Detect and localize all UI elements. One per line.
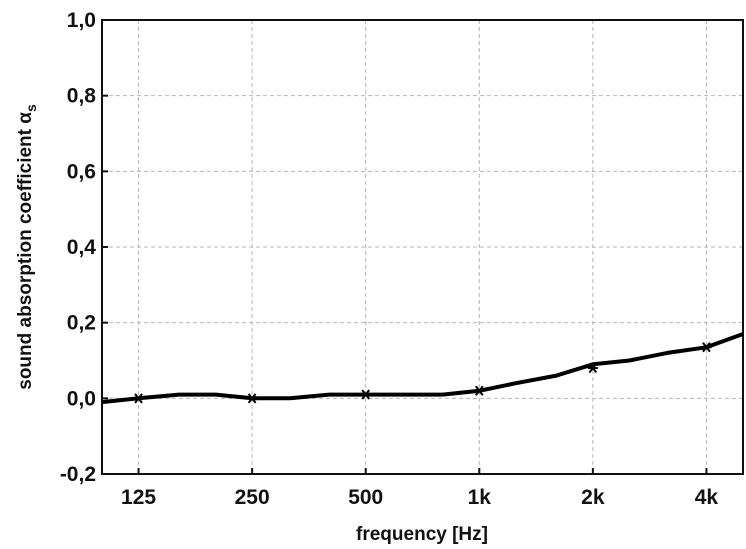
- series-line: [101, 332, 744, 405]
- series-layer: [101, 332, 744, 405]
- data-point-marker: [360, 389, 371, 400]
- data-point-marker: [587, 362, 598, 374]
- x-axis-ticks: 125 250 500 1k 2k 4k: [121, 468, 718, 509]
- x-axis-title: frequency [Hz]: [356, 524, 488, 545]
- y-tick-label: -0,2: [60, 463, 96, 486]
- x-tick-label: 250: [235, 486, 270, 509]
- y-axis-ticks: -0,2 0,0 0,2 0,4 0,6 0,8 1,0: [60, 9, 108, 486]
- grid: [102, 20, 743, 474]
- y-axis-title-subscript: s: [23, 104, 39, 112]
- x-tick-label: 500: [348, 486, 383, 509]
- y-tick-label: 0,4: [67, 236, 97, 259]
- y-axis-title: sound absorption coefficient αs: [15, 104, 39, 390]
- y-tick-label: 0,6: [67, 160, 96, 183]
- x-tick-label: 4k: [695, 486, 719, 509]
- x-tick-label: 1k: [468, 486, 492, 509]
- data-point-marker: [474, 385, 485, 396]
- x-tick-label: 2k: [581, 486, 605, 509]
- y-tick-label: 0,2: [67, 312, 96, 335]
- x-tick-label: 125: [121, 486, 156, 509]
- plot-frame: [101, 19, 744, 475]
- y-tick-label: 1,0: [67, 9, 96, 32]
- y-tick-label: 0,0: [67, 387, 96, 410]
- y-tick-label: 0,8: [67, 85, 97, 108]
- data-point-marker: [247, 393, 258, 404]
- data-point-marker: [133, 393, 144, 404]
- y-axis-title-main: sound absorption coefficient α: [15, 112, 36, 390]
- data-point-marker: [701, 342, 712, 353]
